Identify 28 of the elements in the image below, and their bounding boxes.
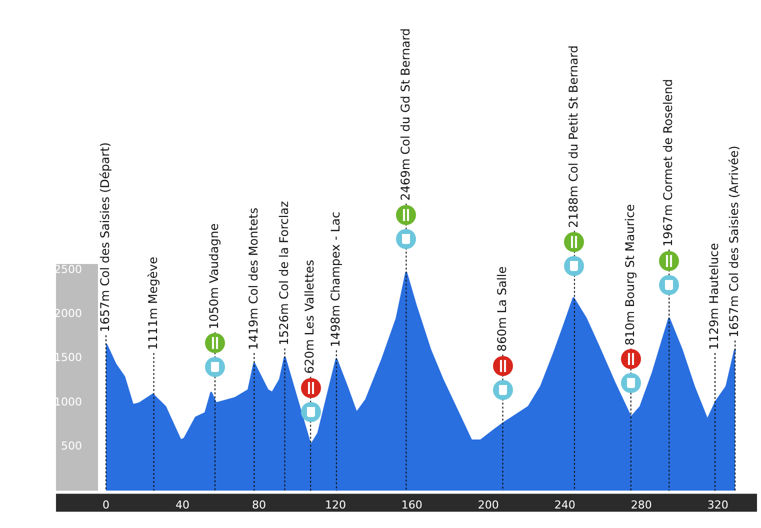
ref-line-label: 1111m Megève <box>146 256 160 350</box>
y-tick-label: 500 <box>60 440 82 452</box>
ref-line-label: 1657m Col des Saisies (Départ) <box>98 142 112 332</box>
ref-line-label: 1657m Col des Saisies (Arrivée) <box>727 146 742 338</box>
ref-line-label: 810m Bourg St Maurice <box>623 204 637 346</box>
y-tick-label: 1500 <box>54 351 82 364</box>
x-tick-label: 320 <box>707 498 728 512</box>
x-tick-label: 200 <box>478 498 499 512</box>
x-tick-label: 40 <box>175 498 190 512</box>
y-tick-label: 2500 <box>54 262 82 276</box>
ref-line-label: 1129m Hauteluce <box>707 242 722 350</box>
x-tick-label: 80 <box>252 498 266 512</box>
x-tick-label: 160 <box>401 498 422 512</box>
ref-line-label: 1526m Col de la Forclaz <box>276 201 291 346</box>
y-tick-label: 2000 <box>54 307 82 320</box>
ref-line-label: 1419m Col des Montets <box>246 208 260 350</box>
ref-line-label: 1050m Vaudagne <box>207 223 222 330</box>
x-tick-label: 0 <box>102 498 110 512</box>
x-tick-label: 120 <box>324 498 346 512</box>
ref-line-label: 1967m Cormet de Roselend <box>661 78 676 247</box>
x-tick-label: 240 <box>554 498 576 512</box>
ref-line-label: 2188m Col du Petit St Bernard <box>566 45 581 228</box>
x-tick-label: 280 <box>630 498 652 512</box>
ref-line-label: 620m Les Vallettes <box>302 260 317 374</box>
ref-line-label: 2469m Col du Gd St Bernard <box>398 28 412 201</box>
ref-line-label: 1498m Champex - Lac <box>328 212 343 348</box>
ref-line-label: 860m La Salle <box>494 266 509 352</box>
y-tick-label: 1000 <box>54 395 82 408</box>
